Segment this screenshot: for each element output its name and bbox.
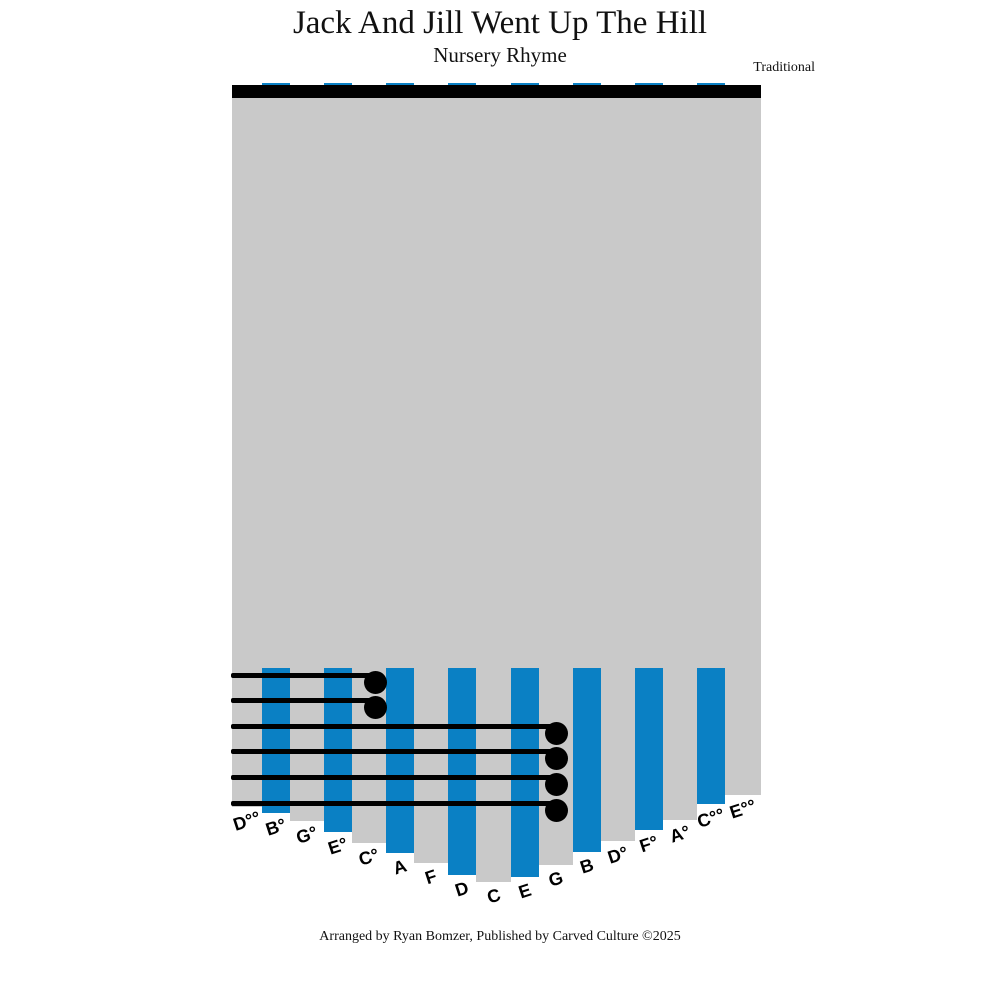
- note-head: [544, 747, 568, 770]
- tine-label-E°°: E°°: [727, 795, 759, 823]
- publisher-credit: Arranged by Ryan Bomzer, Published by Ca…: [319, 929, 681, 944]
- note-stem-line: [231, 800, 553, 806]
- kalimba-bridge-bar: [232, 85, 761, 98]
- song-title: Jack And Jill Went Up The Hill: [292, 5, 708, 41]
- note-stem-line: [231, 774, 553, 780]
- note-head: [544, 722, 568, 745]
- tab-body-background: [232, 98, 761, 668]
- song-subtitle: Nursery Rhyme: [433, 43, 567, 67]
- note-head: [363, 696, 387, 719]
- note-stem-line: [231, 672, 372, 678]
- note-stem-line: [231, 723, 553, 729]
- note-stem-line: [231, 748, 553, 754]
- note-head: [544, 773, 568, 796]
- note-head: [363, 671, 387, 694]
- composer-credit: Traditional: [753, 60, 815, 75]
- note-stem-line: [231, 697, 372, 703]
- note-head: [544, 799, 568, 822]
